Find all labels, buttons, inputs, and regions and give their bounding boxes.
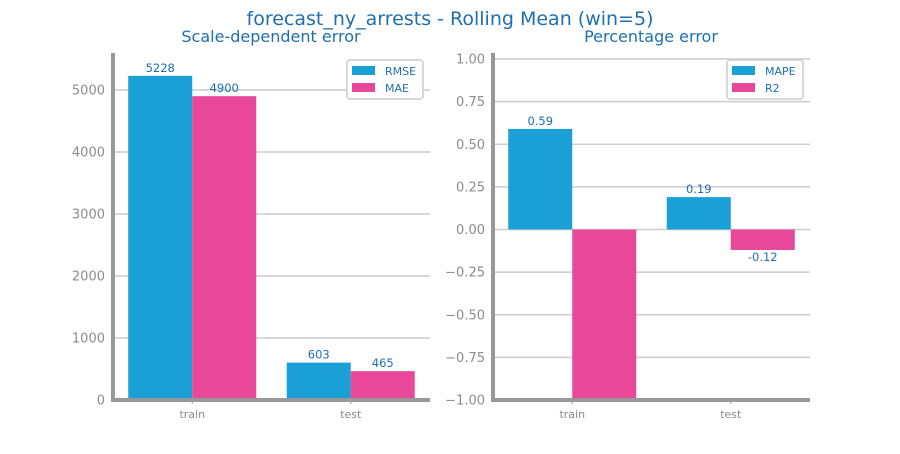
figure-title: forecast_ny_arrests - Rolling Mean (win=…: [247, 8, 654, 30]
y-tick-label: −0.25: [445, 266, 485, 281]
y-tick-label: 5000: [72, 84, 105, 99]
y-tick-label: 2000: [72, 270, 105, 285]
legend-swatch: [732, 83, 755, 92]
percentage-error-panel: Percentage error −1.00 −0.75 −0.50 −0.25 0.00…: [445, 27, 810, 421]
y-tick-label: 0: [97, 394, 105, 409]
bar-rmse-test: [286, 362, 351, 400]
y-tick-label: 4000: [72, 146, 105, 161]
y-tick-label: 0.25: [456, 180, 485, 195]
y-tick-label: 1.00: [456, 53, 485, 68]
scale-dependent-error-panel: Scale-dependent error 0 1000 2000 3000 4000 50…: [72, 27, 430, 421]
data-label: 5228: [146, 61, 175, 75]
data-label: 0.19: [686, 182, 712, 196]
y-tick-label: −0.50: [445, 308, 485, 323]
bar-rmse-train: [128, 75, 193, 400]
data-label: -0.12: [748, 250, 778, 264]
bar-mae-train: [192, 96, 257, 400]
y-tick-label: 3000: [72, 208, 105, 223]
bar-mae-test: [350, 371, 415, 400]
x-tick-label: test: [340, 408, 362, 421]
legend-swatch: [352, 83, 375, 92]
legend-label: RMSE: [385, 65, 416, 78]
data-label: 4900: [210, 81, 239, 95]
legend: RMSE MAE: [346, 59, 424, 100]
panel-title: Percentage error: [584, 27, 718, 46]
x-tick-label: test: [720, 408, 742, 421]
bar-mape-test: [666, 197, 731, 230]
legend-swatch: [352, 66, 375, 75]
data-label: 465: [372, 356, 394, 370]
y-tick-label: 0.75: [456, 95, 485, 110]
y-tick-label: −1.00: [445, 394, 485, 409]
y-tick-label: 1000: [72, 332, 105, 347]
legend-label: MAE: [385, 82, 409, 95]
bar-r2-test: [730, 229, 795, 250]
x-tick-label: train: [179, 408, 205, 421]
x-tick-label: train: [559, 408, 585, 421]
legend-label: MAPE: [765, 65, 796, 78]
legend: MAPE R2: [726, 59, 804, 100]
data-label: 603: [308, 348, 330, 362]
legend-label: R2: [765, 82, 780, 95]
y-tick-label: 0.00: [456, 223, 485, 238]
bar-r2-train: [572, 229, 637, 400]
legend-swatch: [732, 66, 755, 75]
panel-title: Scale-dependent error: [181, 27, 361, 46]
bar-mape-train: [508, 128, 573, 230]
y-tick-label: −0.75: [445, 351, 485, 366]
data-label: 0.59: [527, 114, 553, 128]
y-tick-label: 0.50: [456, 138, 485, 153]
